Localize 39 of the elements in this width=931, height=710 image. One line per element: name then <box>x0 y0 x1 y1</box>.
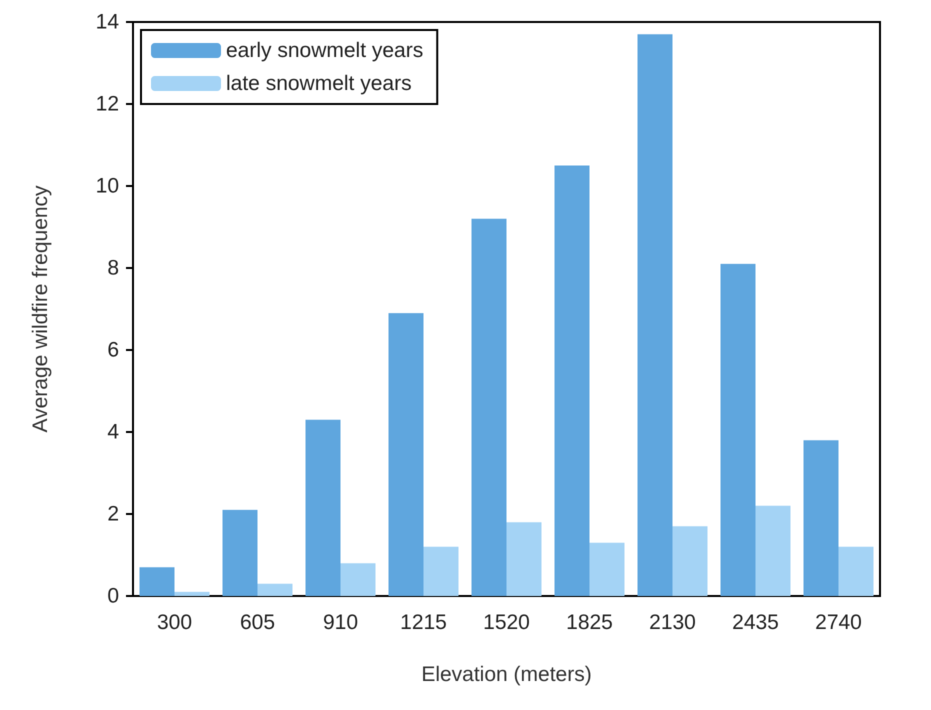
bar <box>804 440 838 596</box>
legend-label: early snowmelt years <box>226 39 424 62</box>
x-axis-title: Elevation (meters) <box>421 663 592 686</box>
bar <box>672 526 708 596</box>
y-tick-label: 12 <box>96 92 119 116</box>
bar <box>258 584 292 596</box>
bar <box>590 542 624 596</box>
bar <box>140 567 174 596</box>
y-axis-title: Average wildfire frequency <box>29 184 52 433</box>
legend-label: late snowmelt years <box>226 72 412 95</box>
bar <box>638 34 672 596</box>
x-tick-label: 910 <box>322 611 358 634</box>
bar <box>340 563 376 596</box>
y-tick-label: 10 <box>96 174 119 198</box>
x-tick-label: 2740 <box>815 611 862 634</box>
bar <box>472 218 506 596</box>
x-tick-label: 1520 <box>483 611 530 634</box>
bar <box>838 546 874 596</box>
x-tick-label: 2435 <box>732 611 779 634</box>
bar <box>222 510 258 596</box>
y-tick-label: 0 <box>107 584 119 608</box>
x-tick-label: 2130 <box>649 611 696 634</box>
y-tick-label: 2 <box>107 502 119 526</box>
x-tick-label: 300 <box>156 611 192 634</box>
y-tick-label: 6 <box>107 338 119 362</box>
bar <box>506 522 542 596</box>
bar <box>174 592 210 596</box>
bar <box>720 264 756 596</box>
y-tick-label: 4 <box>107 420 120 444</box>
x-tick-label: 1215 <box>400 611 447 634</box>
y-tick-label: 8 <box>107 256 119 280</box>
bar <box>424 546 458 596</box>
y-tick-label: 14 <box>96 10 120 34</box>
bar <box>554 166 590 596</box>
bar <box>388 313 424 596</box>
bar <box>756 506 790 596</box>
x-tick-label: 605 <box>240 611 276 634</box>
bar <box>306 420 340 596</box>
x-tick-label: 1825 <box>566 611 613 634</box>
